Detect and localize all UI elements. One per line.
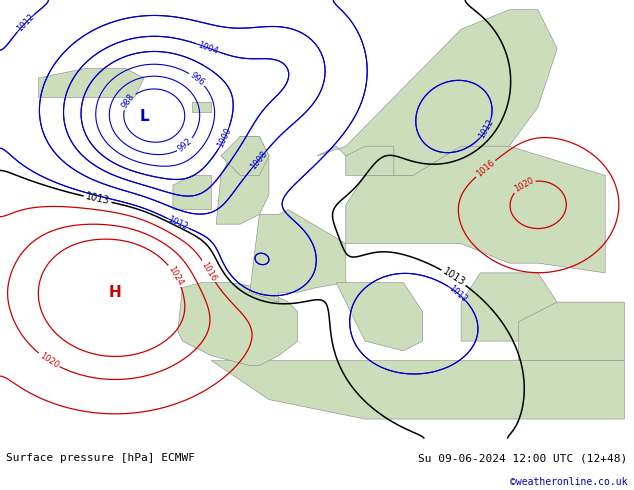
Polygon shape bbox=[346, 146, 394, 175]
Polygon shape bbox=[39, 68, 144, 98]
Polygon shape bbox=[250, 210, 346, 302]
Polygon shape bbox=[317, 10, 557, 175]
Polygon shape bbox=[216, 136, 269, 224]
Text: 1020: 1020 bbox=[37, 351, 60, 370]
Text: 1008: 1008 bbox=[249, 149, 269, 171]
Polygon shape bbox=[221, 136, 269, 175]
Polygon shape bbox=[192, 102, 211, 112]
Text: 996: 996 bbox=[188, 71, 206, 88]
Text: 1020: 1020 bbox=[512, 176, 535, 194]
Text: 1012: 1012 bbox=[447, 283, 469, 304]
Polygon shape bbox=[336, 283, 423, 351]
Text: 1012: 1012 bbox=[477, 118, 496, 141]
Text: Su 09-06-2024 12:00 UTC (12+48): Su 09-06-2024 12:00 UTC (12+48) bbox=[418, 453, 628, 463]
Polygon shape bbox=[178, 283, 298, 366]
Text: ©weatheronline.co.uk: ©weatheronline.co.uk bbox=[510, 477, 628, 487]
Text: 988: 988 bbox=[120, 92, 137, 110]
Polygon shape bbox=[346, 146, 605, 273]
Polygon shape bbox=[461, 273, 557, 341]
Text: 1016: 1016 bbox=[475, 158, 496, 179]
Polygon shape bbox=[173, 175, 211, 210]
Text: 1012: 1012 bbox=[15, 12, 36, 34]
Text: 1000: 1000 bbox=[216, 126, 233, 149]
Text: 1004: 1004 bbox=[197, 40, 219, 56]
Text: H: H bbox=[109, 285, 122, 300]
Text: 1012: 1012 bbox=[167, 215, 190, 232]
Text: 1013: 1013 bbox=[441, 267, 467, 288]
Text: 1024: 1024 bbox=[166, 265, 184, 287]
Text: 1013: 1013 bbox=[84, 192, 110, 207]
Text: L: L bbox=[139, 109, 149, 124]
Text: Surface pressure [hPa] ECMWF: Surface pressure [hPa] ECMWF bbox=[6, 453, 195, 463]
Text: 992: 992 bbox=[176, 137, 194, 154]
Text: 1016: 1016 bbox=[199, 260, 218, 283]
Polygon shape bbox=[519, 302, 624, 361]
Polygon shape bbox=[211, 361, 624, 419]
